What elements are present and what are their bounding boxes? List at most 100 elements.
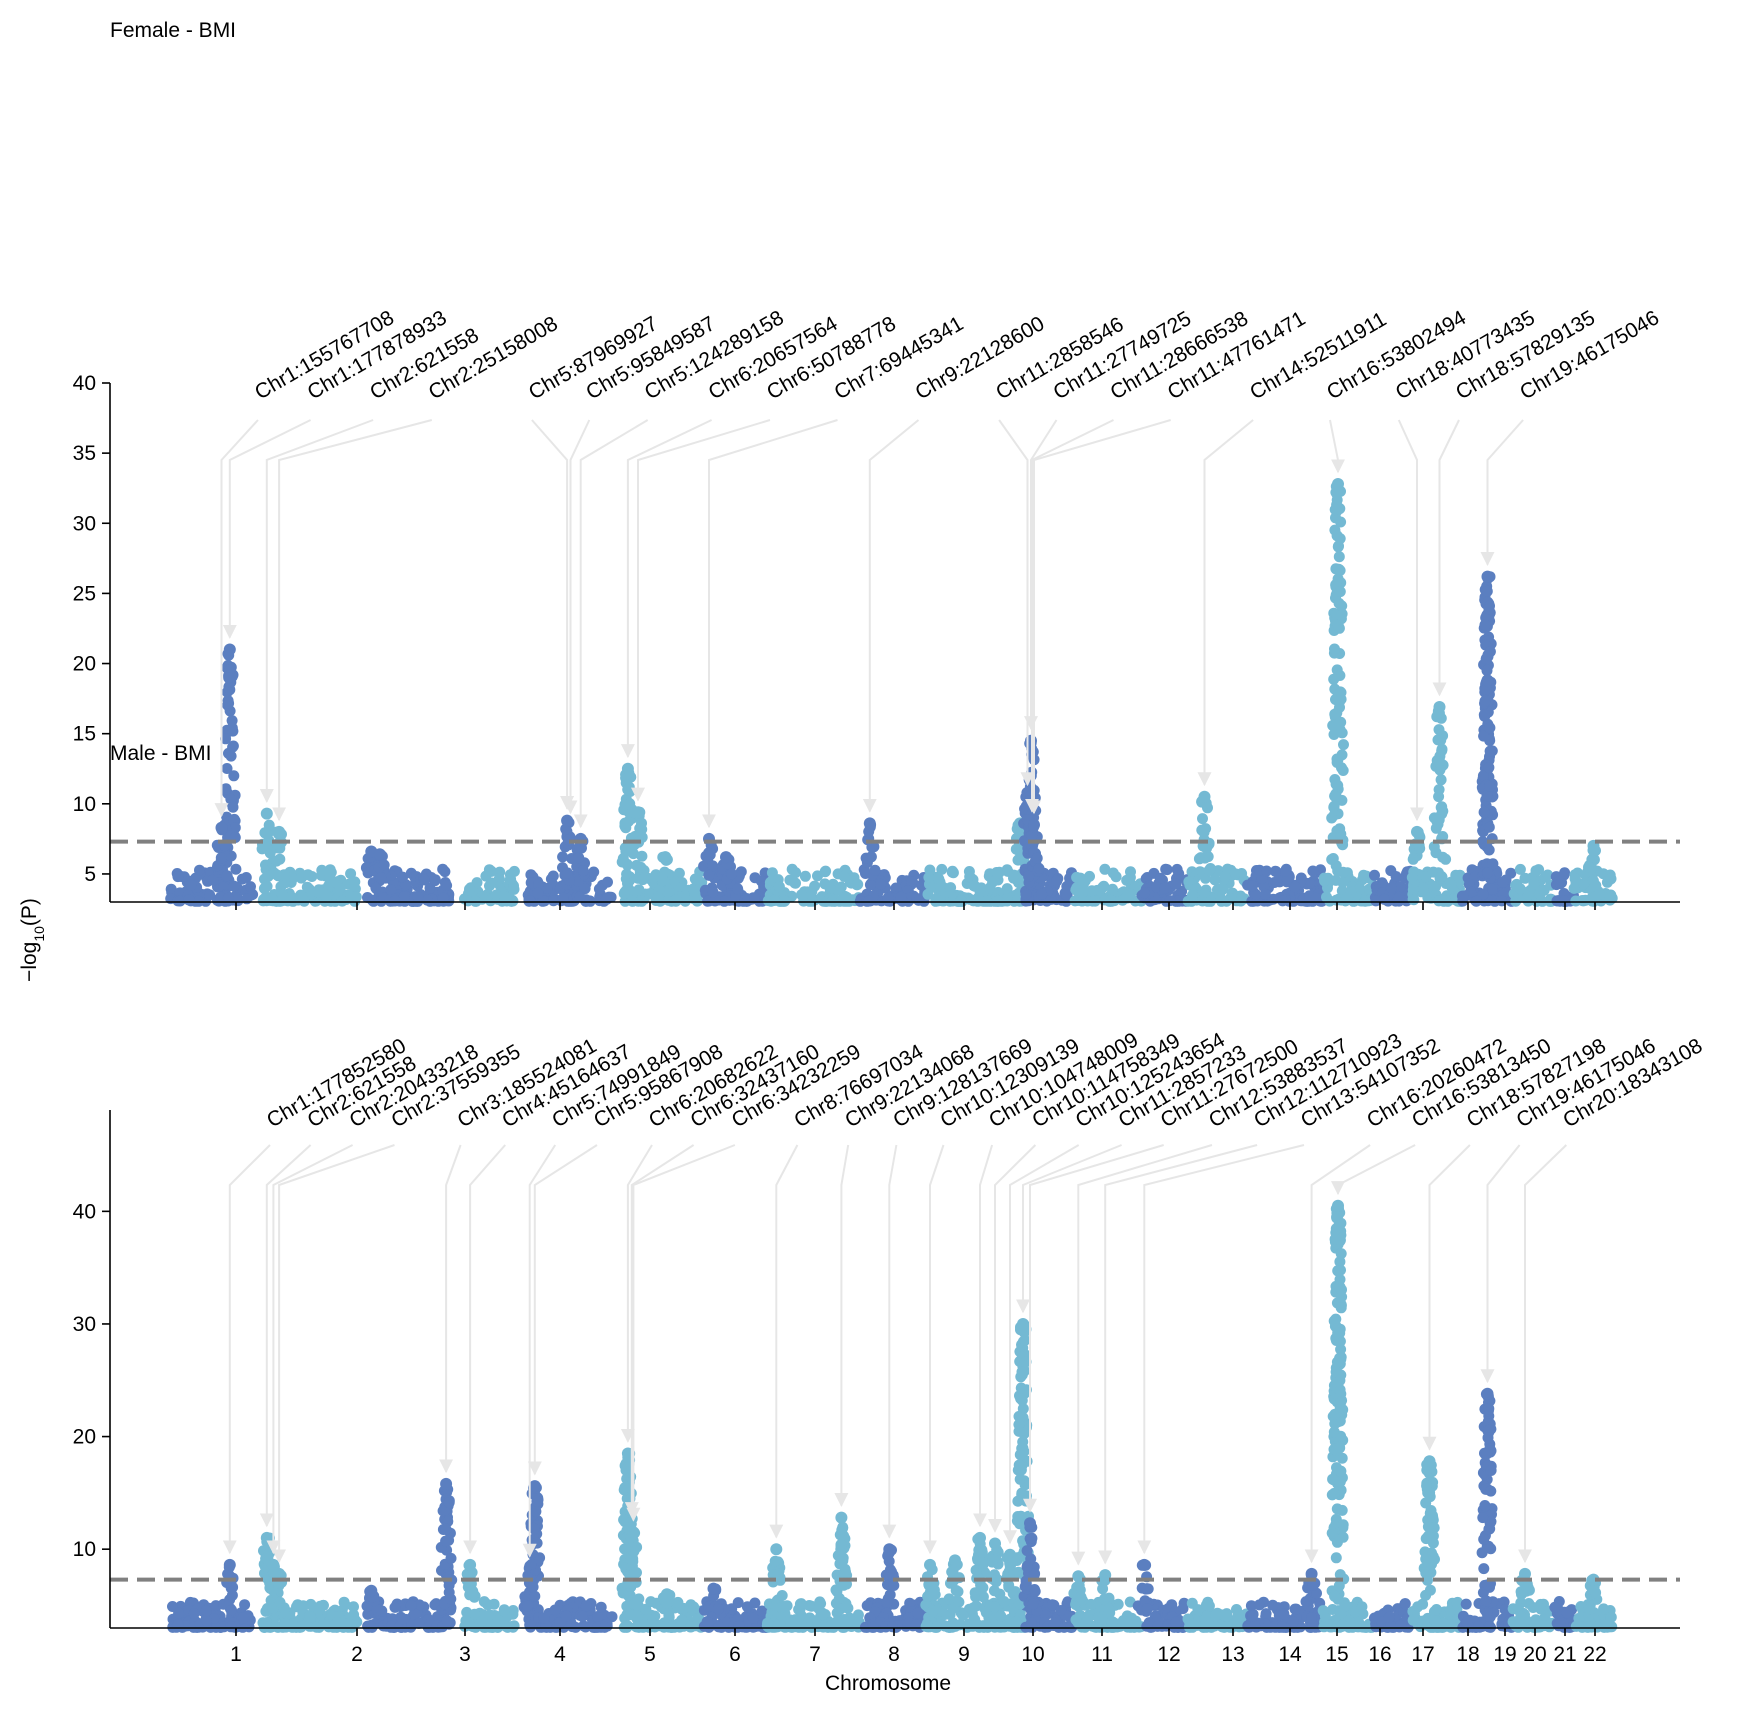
snp-point bbox=[1532, 1618, 1544, 1630]
snp-point bbox=[1497, 876, 1509, 888]
snp-point bbox=[321, 891, 332, 903]
snp-point bbox=[1522, 1582, 1534, 1594]
snp-point bbox=[1253, 1599, 1265, 1611]
snp-point bbox=[1393, 891, 1405, 903]
snp-point bbox=[619, 817, 631, 829]
snp-point bbox=[405, 1600, 417, 1611]
snp-point bbox=[389, 895, 401, 907]
peak-chr13 bbox=[1132, 1558, 1154, 1616]
snp-point bbox=[226, 1589, 238, 1601]
snp-point bbox=[429, 874, 441, 886]
snp-point bbox=[1584, 1603, 1596, 1615]
snp-point bbox=[286, 891, 298, 903]
snp-point bbox=[1519, 872, 1531, 884]
x-tick-label: 14 bbox=[1278, 1643, 1302, 1666]
snp-point bbox=[1019, 1334, 1031, 1346]
snp-point bbox=[1336, 1452, 1348, 1464]
x-tick-label: 21 bbox=[1553, 1643, 1576, 1666]
lead-snp-point bbox=[1099, 1569, 1112, 1582]
snp-point bbox=[1110, 871, 1122, 883]
snp-point bbox=[968, 880, 980, 892]
snp-point bbox=[936, 863, 948, 875]
snp-point bbox=[1484, 646, 1496, 658]
snp-point bbox=[531, 1495, 543, 1507]
snp-point bbox=[1330, 1366, 1342, 1378]
snp-point bbox=[1335, 516, 1347, 528]
snp-point bbox=[678, 1602, 690, 1614]
snp-point bbox=[630, 1609, 642, 1621]
lead-snp-point bbox=[770, 1543, 783, 1556]
snp-point bbox=[1432, 756, 1444, 768]
snp-point bbox=[995, 1610, 1007, 1622]
snp-point bbox=[1106, 1616, 1118, 1628]
snp-point bbox=[386, 1620, 397, 1632]
y-tick-label: 40 bbox=[73, 372, 96, 395]
snp-point bbox=[1336, 762, 1347, 774]
snp-point bbox=[278, 877, 290, 889]
snp-point bbox=[334, 883, 346, 895]
snp-point bbox=[1086, 885, 1098, 897]
snp-point bbox=[921, 1619, 933, 1631]
snp-point bbox=[1136, 1582, 1148, 1594]
snp-point bbox=[1457, 890, 1469, 902]
x-tick-label: 16 bbox=[1368, 1643, 1391, 1666]
lead-snp-point bbox=[440, 1477, 453, 1490]
snp-point bbox=[1337, 1519, 1349, 1531]
snp-point bbox=[1422, 1574, 1433, 1586]
snp-point bbox=[1276, 1621, 1288, 1633]
snp-point bbox=[1394, 881, 1406, 893]
snp-point bbox=[836, 1554, 848, 1565]
snp-point bbox=[574, 891, 586, 903]
snp-point bbox=[1420, 1553, 1432, 1565]
snp-point bbox=[1014, 1514, 1026, 1526]
snp-point bbox=[1430, 822, 1442, 834]
x-tick-label: 3 bbox=[459, 1643, 471, 1666]
snp-point bbox=[412, 891, 424, 903]
y-tick-label: 5 bbox=[84, 863, 96, 886]
peak-chr10 bbox=[922, 1558, 943, 1617]
x-tick-label: 7 bbox=[809, 1643, 821, 1666]
snp-point bbox=[1485, 1465, 1497, 1476]
snp-point bbox=[1015, 1393, 1027, 1405]
snp-point bbox=[580, 1600, 592, 1612]
snp-point bbox=[1319, 875, 1331, 887]
snp-point bbox=[1479, 695, 1491, 707]
snp-point bbox=[1021, 1561, 1033, 1573]
annotation-leader bbox=[1518, 1144, 1567, 1564]
snp-point bbox=[1201, 842, 1212, 854]
snp-point bbox=[1433, 814, 1445, 826]
annotation-leader bbox=[463, 1144, 506, 1555]
snp-point bbox=[540, 1620, 552, 1632]
snp-point bbox=[819, 866, 831, 878]
snp-point bbox=[732, 883, 744, 895]
peak-chr5 bbox=[557, 814, 578, 886]
snp-point bbox=[440, 1535, 452, 1547]
snp-point bbox=[1329, 524, 1341, 536]
snp-point bbox=[1330, 778, 1342, 790]
lead-snp-point bbox=[1481, 1387, 1494, 1400]
annotation-leader bbox=[631, 419, 771, 802]
snp-point bbox=[627, 848, 639, 860]
snp-point bbox=[554, 1617, 566, 1629]
peak-chr12 bbox=[1068, 1570, 1088, 1610]
snp-point bbox=[469, 1608, 481, 1620]
snp-point bbox=[922, 888, 934, 900]
snp-point bbox=[1514, 883, 1526, 895]
snp-point bbox=[838, 1579, 849, 1591]
snp-point bbox=[957, 1610, 969, 1621]
annotation-leader bbox=[214, 419, 259, 818]
annotation-leader bbox=[266, 1144, 354, 1555]
y-tick-label: 10 bbox=[73, 1538, 96, 1561]
x-tick-label: 22 bbox=[1583, 1643, 1606, 1666]
snp-point bbox=[460, 1615, 472, 1627]
snp-point bbox=[1605, 873, 1617, 885]
snp-point bbox=[1417, 1598, 1429, 1610]
snp-point bbox=[1499, 1604, 1511, 1616]
annotation-leader bbox=[1098, 1144, 1258, 1565]
snp-point bbox=[804, 1612, 816, 1624]
snp-point bbox=[1124, 872, 1136, 883]
snp-point bbox=[628, 1545, 640, 1557]
snp-point bbox=[1335, 1302, 1347, 1314]
annotation-leader bbox=[222, 419, 312, 639]
snp-point bbox=[1478, 1533, 1490, 1545]
